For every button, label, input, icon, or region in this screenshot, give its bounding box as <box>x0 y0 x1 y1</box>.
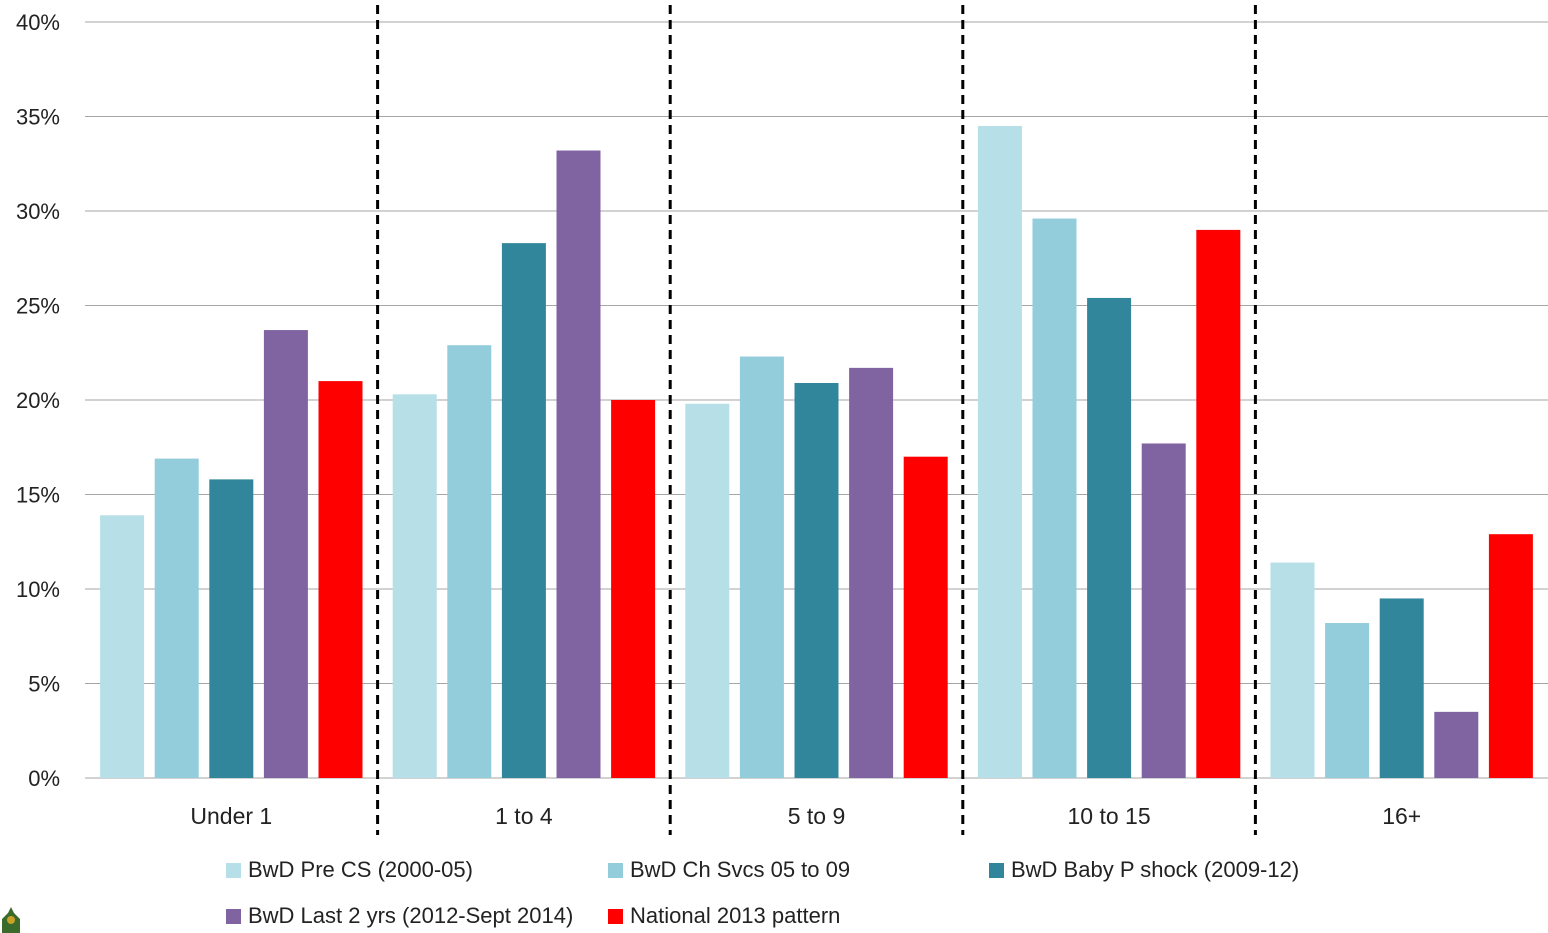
legend-label: National 2013 pattern <box>630 903 841 928</box>
legend-swatch <box>226 908 241 924</box>
y-tick-label: 10% <box>16 577 60 602</box>
bar <box>1325 623 1370 778</box>
legend-item-series-3: BwD Baby P shock (2009-12) <box>989 857 1299 883</box>
bar <box>849 367 894 778</box>
bar <box>501 243 546 778</box>
bar <box>1196 229 1241 778</box>
legend-swatch <box>226 862 241 878</box>
logo-icon <box>2 907 20 933</box>
x-tick-label: 5 to 9 <box>788 803 846 829</box>
y-tick-label: 40% <box>16 10 60 35</box>
legend-swatch <box>608 862 623 878</box>
y-tick-label: 0% <box>28 766 60 791</box>
x-tick-label: 16+ <box>1382 803 1421 829</box>
bar <box>100 515 145 778</box>
bar <box>739 356 784 778</box>
x-axis-ticks: Under 1 1 to 4 5 to 9 10 to 15 16+ <box>190 803 1421 829</box>
bar <box>794 382 839 778</box>
legend-item-series-1: BwD Pre CS (2000-05) <box>226 857 473 883</box>
bars <box>100 125 1533 778</box>
legend-item-series-4: BwD Last 2 yrs (2012-Sept 2014) <box>226 903 573 929</box>
bar <box>392 394 437 778</box>
bar <box>1141 443 1186 778</box>
bar <box>1488 534 1533 778</box>
group-dividers <box>376 5 1257 835</box>
bar <box>318 381 363 778</box>
bar <box>1270 562 1315 778</box>
bar <box>209 479 254 778</box>
bar <box>154 458 199 778</box>
y-tick-label: 30% <box>16 199 60 224</box>
bar <box>685 403 730 778</box>
bar <box>903 456 948 778</box>
bar <box>611 400 656 778</box>
x-tick-label: 10 to 15 <box>1068 803 1151 829</box>
y-tick-label: 15% <box>16 483 60 508</box>
y-tick-label: 20% <box>16 388 60 413</box>
legend-swatch <box>989 862 1004 878</box>
legend-label: BwD Last 2 yrs (2012-Sept 2014) <box>248 903 574 928</box>
legend-label: BwD Baby P shock (2009-12) <box>1011 857 1300 882</box>
bar <box>1434 711 1479 778</box>
legend-item-series-2: BwD Ch Svcs 05 to 09 <box>608 857 850 883</box>
bar <box>1032 218 1077 778</box>
bar <box>977 125 1022 778</box>
bar <box>1087 297 1132 778</box>
bar <box>447 345 492 778</box>
bar <box>263 330 308 778</box>
y-tick-label: 5% <box>28 672 60 697</box>
bar <box>1379 598 1424 778</box>
y-tick-label: 35% <box>16 105 60 130</box>
bar <box>556 150 601 778</box>
x-tick-label: 1 to 4 <box>495 803 553 829</box>
y-axis-ticks: 0% 5% 10% 15% 20% 25% 30% 35% 40% <box>16 10 60 791</box>
x-tick-label: Under 1 <box>190 803 272 829</box>
legend-label: BwD Pre CS (2000-05) <box>248 857 473 882</box>
legend-swatch <box>608 908 623 924</box>
y-tick-label: 25% <box>16 294 60 319</box>
legend-label: BwD Ch Svcs 05 to 09 <box>630 857 851 882</box>
legend-item-series-5: National 2013 pattern <box>608 903 840 929</box>
